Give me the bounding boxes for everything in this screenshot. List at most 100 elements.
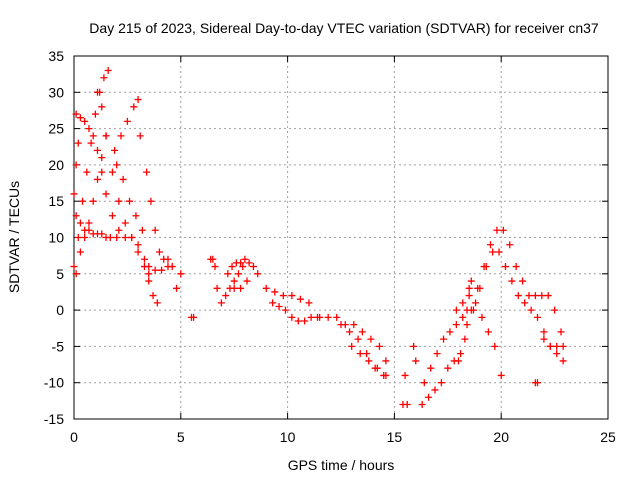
data-point	[140, 255, 148, 263]
data-point	[358, 328, 366, 336]
data-point	[222, 292, 230, 300]
data-point	[465, 284, 473, 292]
data-point	[149, 292, 157, 300]
data-point	[501, 263, 509, 271]
data-point	[134, 96, 142, 104]
series-arc-15c	[452, 292, 505, 379]
data-point	[85, 226, 93, 234]
data-point	[401, 371, 409, 379]
data-point	[93, 175, 101, 183]
data-point	[301, 317, 309, 325]
axis-ticks: 0 5 10 15 20 25 -15 -10 -5 0 5 10 15 20 25 30 35	[44, 48, 616, 445]
data-point	[463, 321, 471, 329]
data-point	[521, 299, 529, 307]
series-arc-13	[399, 371, 411, 408]
data-point	[74, 139, 82, 147]
data-point	[104, 67, 112, 75]
data-point	[134, 241, 142, 249]
data-point	[476, 284, 484, 292]
data-point	[382, 371, 390, 379]
data-point	[132, 212, 140, 220]
data-point	[279, 292, 287, 300]
data-point	[113, 234, 121, 241]
data-point	[497, 371, 505, 379]
data-point	[209, 255, 217, 263]
data-point	[425, 393, 433, 401]
data-point	[454, 357, 462, 365]
data-point	[493, 226, 501, 234]
data-point	[213, 284, 221, 292]
y-tick-label: 15	[48, 193, 64, 209]
data-point	[98, 230, 106, 238]
data-point	[281, 306, 289, 314]
data-point	[98, 103, 106, 111]
y-tick-label: 25	[48, 121, 64, 137]
data-point	[74, 234, 82, 241]
data-point	[115, 226, 123, 234]
series-arc-10	[230, 277, 251, 292]
data-point	[190, 313, 198, 321]
data-point	[559, 342, 567, 350]
data-point	[540, 328, 548, 336]
data-point	[241, 255, 249, 263]
data-point	[245, 259, 253, 267]
data-point	[457, 350, 465, 358]
data-point	[431, 386, 439, 394]
data-point	[93, 88, 101, 96]
data-point	[275, 302, 283, 310]
data-point	[230, 277, 238, 285]
y-tick-label: -10	[44, 375, 64, 391]
y-tick-label: 35	[48, 48, 64, 64]
series-arc-4a	[143, 168, 176, 271]
data-point	[467, 277, 475, 285]
data-point	[557, 328, 565, 336]
data-point	[363, 350, 371, 358]
series-arc-19	[540, 335, 567, 350]
data-point	[495, 248, 503, 256]
data-point	[173, 284, 181, 292]
data-point	[412, 357, 420, 365]
data-point	[145, 277, 153, 285]
series-arc-3a	[111, 96, 144, 154]
data-point	[230, 284, 238, 292]
x-tick-label: 15	[387, 429, 403, 445]
data-point	[506, 241, 514, 249]
data-point	[333, 313, 341, 321]
data-point	[111, 146, 119, 154]
data-point	[91, 110, 99, 118]
series-arc-8	[217, 263, 247, 307]
data-point	[499, 226, 507, 234]
data-point	[444, 364, 452, 372]
x-tick-label: 0	[70, 429, 78, 445]
data-point	[79, 197, 87, 205]
y-tick-label: 10	[48, 230, 64, 246]
series-arc-7	[207, 255, 221, 292]
data-point	[296, 295, 304, 303]
data-point	[410, 342, 418, 350]
data-point	[128, 234, 136, 241]
data-point	[262, 284, 270, 292]
data-point	[126, 197, 134, 205]
data-point	[155, 248, 163, 256]
data-point	[553, 350, 561, 358]
data-point	[72, 212, 80, 220]
data-point	[324, 313, 332, 321]
x-axis-label: GPS time / hours	[288, 457, 395, 473]
x-tick-label: 25	[600, 429, 616, 445]
data-point	[472, 299, 480, 307]
data-point	[459, 299, 467, 307]
data-point	[76, 248, 84, 256]
series-arc-6	[187, 313, 198, 321]
data-point	[420, 379, 428, 387]
data-point	[143, 168, 151, 176]
data-point	[559, 357, 567, 365]
data-point	[271, 288, 279, 296]
data-point	[102, 190, 110, 198]
data-point	[316, 313, 324, 321]
series-arc-9	[224, 255, 262, 278]
y-tick-label: 30	[48, 84, 64, 100]
data-point	[145, 270, 153, 278]
data-point	[72, 110, 80, 118]
series-arc-11b	[269, 299, 322, 325]
grid	[74, 56, 608, 419]
